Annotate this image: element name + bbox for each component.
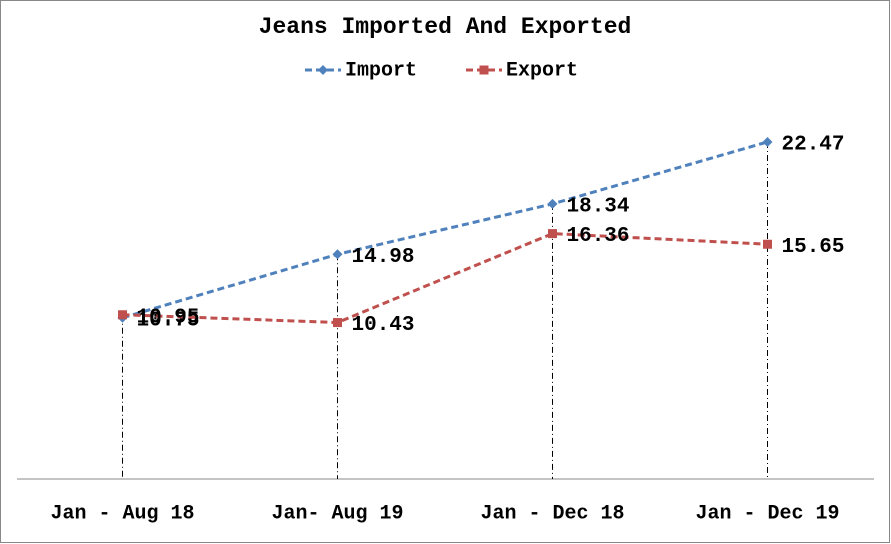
point <box>333 318 342 328</box>
legend-label: Import <box>345 59 417 82</box>
data-label: 10.43 <box>352 314 415 337</box>
point <box>762 136 773 147</box>
x-tick-label: Jan - Aug 18 <box>50 502 194 525</box>
x-tick-label: Jan - Dec 19 <box>695 502 839 525</box>
point <box>118 310 127 320</box>
point <box>547 198 558 209</box>
point <box>332 249 343 260</box>
data-label: 15.65 <box>782 236 845 259</box>
line <box>122 232 768 325</box>
data-label: 16.36 <box>567 225 630 248</box>
legend-marker <box>479 65 489 75</box>
point <box>548 229 557 239</box>
data-label: 14.98 <box>352 246 415 269</box>
legend-label: Export <box>506 59 578 82</box>
data-label: 22.47 <box>782 133 845 156</box>
x-tick-label: Jan - Dec 18 <box>480 502 624 525</box>
data-label: 10.75 <box>137 309 200 332</box>
x-tick-label: Jan- Aug 19 <box>271 502 403 525</box>
line <box>122 140 768 320</box>
data-label: 18.34 <box>567 195 630 218</box>
chart-title: Jeans Imported And Exported <box>259 14 632 40</box>
point <box>763 239 772 249</box>
legend-marker <box>318 65 328 75</box>
data-label: 10.95 <box>137 306 200 329</box>
